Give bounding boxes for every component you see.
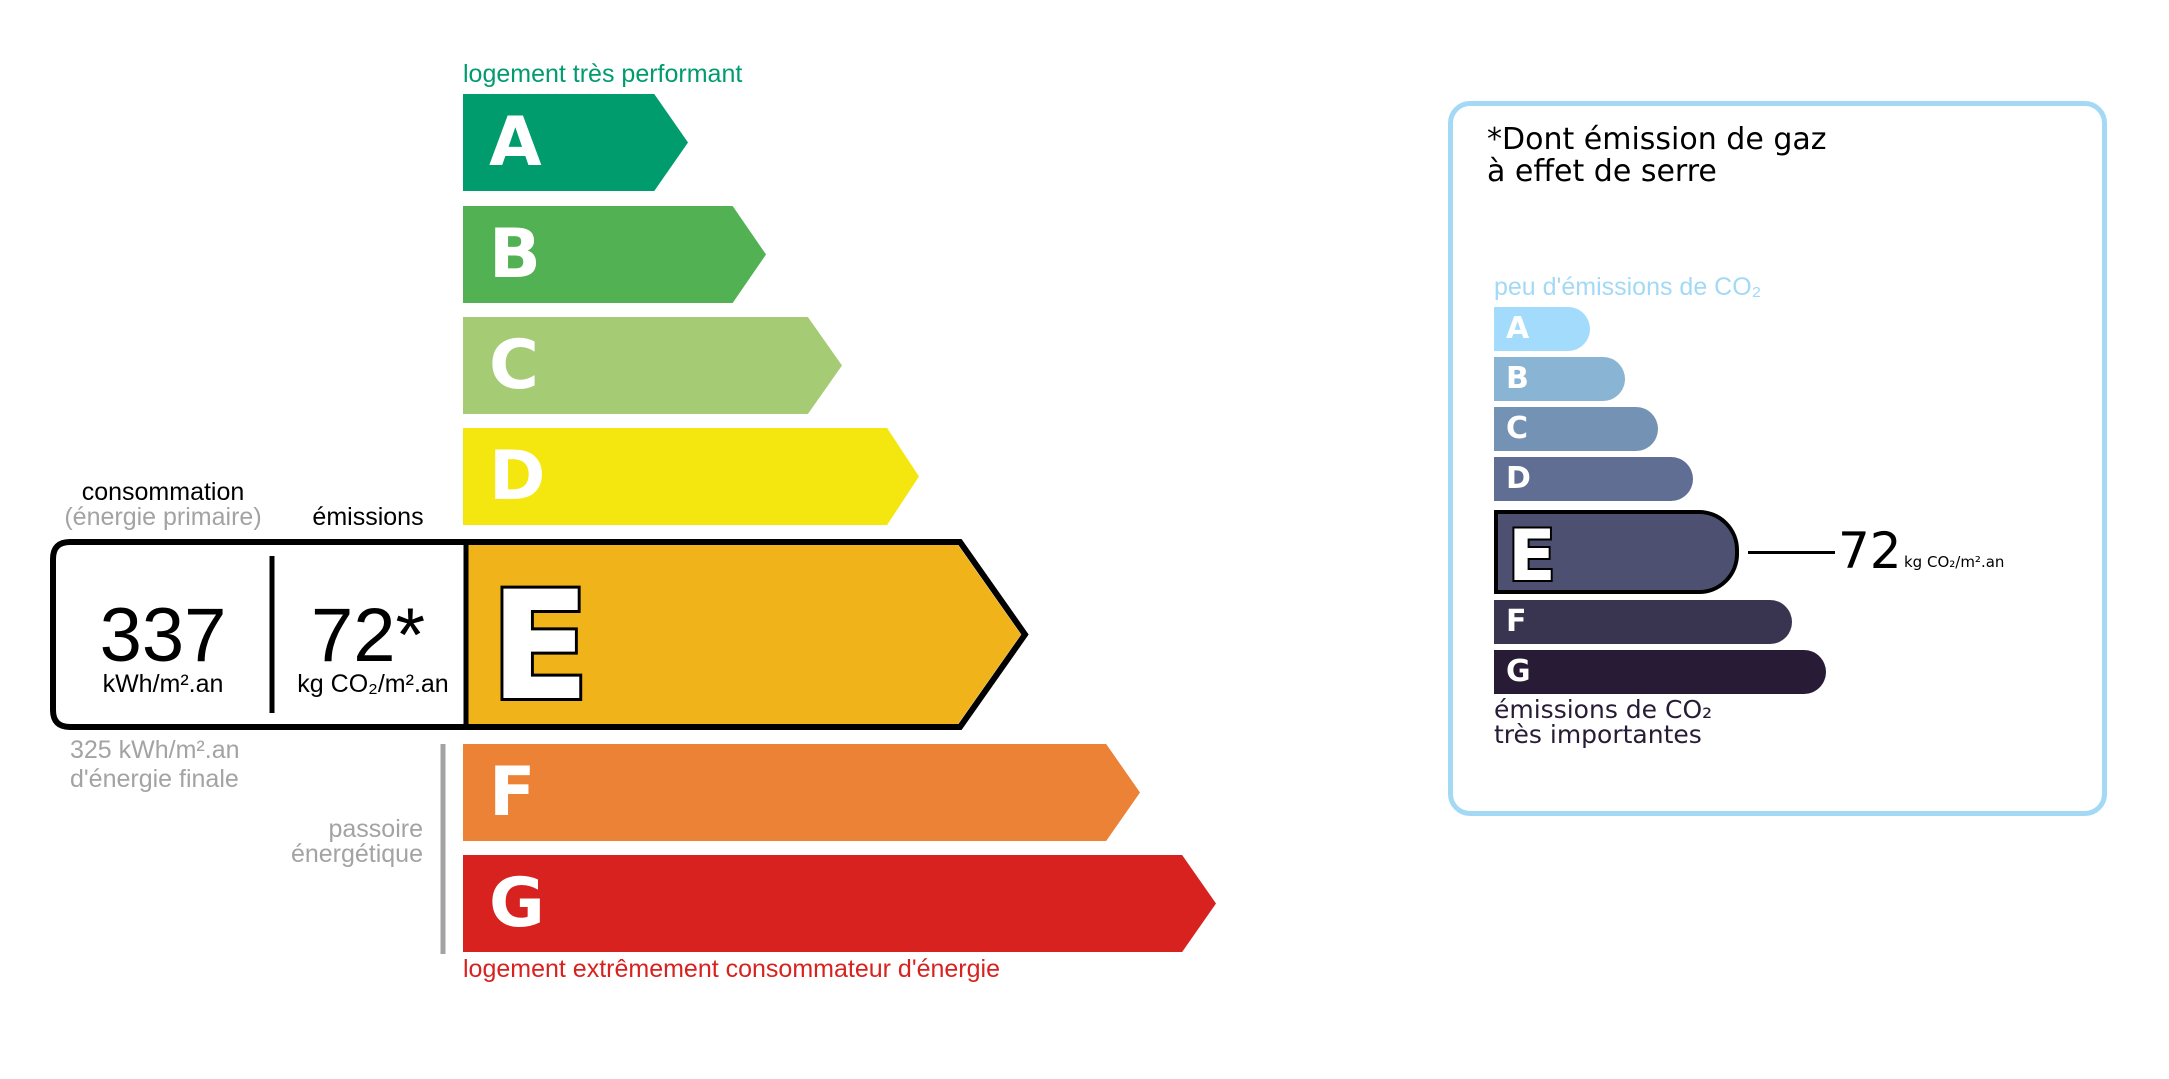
final-energy-label: d'énergie finale bbox=[70, 765, 239, 793]
ges-class-a: A bbox=[1494, 307, 1590, 351]
emissions-unit: kg CO₂/m².an bbox=[297, 670, 449, 698]
energy-class-f: F bbox=[463, 744, 1140, 841]
ges-value-pointer-line bbox=[1748, 551, 1835, 554]
class-letter: G bbox=[489, 864, 545, 943]
class-letter: A bbox=[489, 103, 542, 182]
class-letter: B bbox=[1506, 361, 1529, 396]
ges-bottom-label: émissions de CO₂ bbox=[1494, 695, 1713, 724]
class-letter: D bbox=[489, 437, 546, 516]
class-letter: C bbox=[489, 326, 539, 405]
energy-class-c: C bbox=[463, 317, 842, 414]
emissions-value: 72* bbox=[310, 593, 426, 678]
ges-class-e-current: E bbox=[1494, 510, 1739, 594]
ges-class-c: C bbox=[1494, 407, 1658, 451]
ges-top-label: peu d'émissions de CO₂ bbox=[1494, 273, 1762, 301]
ges-class-b: B bbox=[1494, 357, 1625, 401]
class-letter: A bbox=[1506, 311, 1530, 346]
class-letter: D bbox=[1506, 461, 1531, 496]
class-letter: F bbox=[489, 753, 536, 832]
energy-top-label: logement très performant bbox=[463, 60, 743, 88]
ges-class-d: D bbox=[1494, 457, 1693, 501]
class-letter: G bbox=[1506, 654, 1531, 689]
ges-current-class-letter: E bbox=[1508, 515, 1556, 590]
class-letter: C bbox=[1506, 411, 1529, 446]
current-class-letter: E bbox=[490, 560, 590, 734]
ges-class-f: F bbox=[1494, 600, 1792, 644]
consumption-unit: kWh/m².an bbox=[102, 670, 224, 698]
ges-value: 72 bbox=[1838, 522, 1902, 580]
energy-class-a: A bbox=[463, 94, 688, 191]
passoire-label: passoire bbox=[328, 815, 424, 843]
ges-title: *Dont émission de gaz bbox=[1487, 122, 1827, 157]
consumption-label: consommation bbox=[81, 478, 245, 506]
class-letter: F bbox=[1506, 604, 1527, 639]
emissions-label: émissions bbox=[312, 503, 424, 531]
final-energy-value: 325 kWh/m².an bbox=[70, 736, 240, 764]
current-class-letter-box: E bbox=[1506, 514, 1558, 590]
consumption-value: 337 bbox=[99, 593, 227, 678]
energy-class-b: B bbox=[463, 206, 766, 303]
energy-bottom-label: logement extrêmement consommateur d'éner… bbox=[463, 955, 1000, 983]
energy-class-d: D bbox=[463, 428, 919, 525]
ges-unit: kg CO₂/m².an bbox=[1904, 553, 2005, 571]
ges-bottom-label-2: très importantes bbox=[1494, 720, 1702, 749]
ges-class-g: G bbox=[1494, 650, 1826, 694]
ges-title-2: à effet de serre bbox=[1487, 154, 1717, 189]
passoire-label-2: énergétique bbox=[290, 840, 423, 868]
class-letter: B bbox=[489, 215, 541, 294]
ges-panel bbox=[1448, 101, 2107, 816]
energy-class-g: G bbox=[463, 855, 1216, 952]
consumption-sublabel: (énergie primaire) bbox=[64, 503, 262, 531]
